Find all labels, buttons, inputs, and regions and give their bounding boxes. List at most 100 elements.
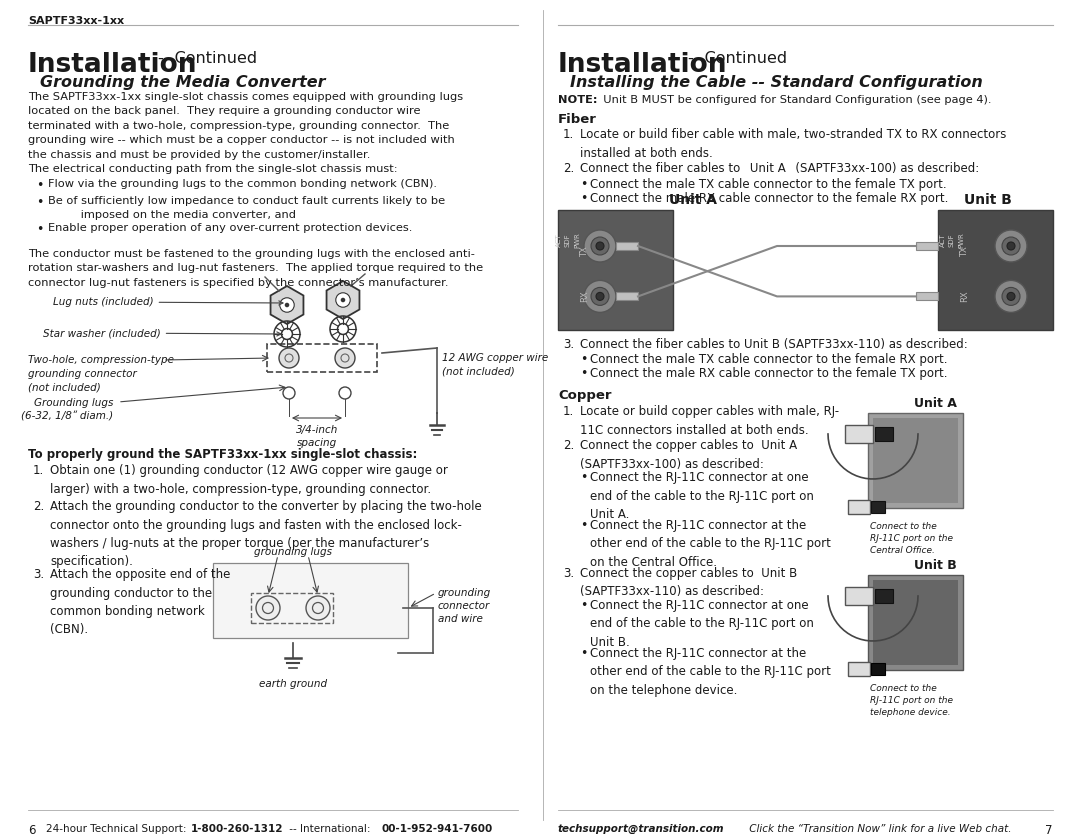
Text: •: • bbox=[36, 179, 43, 192]
Text: •: • bbox=[580, 367, 588, 380]
Circle shape bbox=[280, 298, 294, 312]
Text: Copper: Copper bbox=[558, 389, 611, 402]
Text: Unit B MUST be configured for Standard Configuration (see page 4).: Unit B MUST be configured for Standard C… bbox=[596, 95, 991, 105]
Text: Enable proper operation of any over-current protection devices.: Enable proper operation of any over-curr… bbox=[48, 223, 413, 233]
Text: 3/4-inch
spacing: 3/4-inch spacing bbox=[296, 425, 338, 448]
Circle shape bbox=[340, 298, 346, 302]
Polygon shape bbox=[271, 286, 303, 324]
Text: Connect the fiber cables to Unit B (SAPTF33xx-110) as described:: Connect the fiber cables to Unit B (SAPT… bbox=[580, 338, 968, 351]
Text: Unit A: Unit A bbox=[669, 193, 717, 207]
Text: •: • bbox=[580, 471, 588, 484]
Text: NOTE:: NOTE: bbox=[558, 95, 597, 105]
Text: Lug nuts (included): Lug nuts (included) bbox=[53, 297, 283, 307]
Text: To properly ground the SAPTF33xx-1xx single-slot chassis:: To properly ground the SAPTF33xx-1xx sin… bbox=[28, 448, 417, 461]
Text: 3.: 3. bbox=[563, 567, 575, 580]
Text: 3.: 3. bbox=[563, 338, 575, 351]
Circle shape bbox=[306, 596, 330, 620]
Text: 12 AWG copper wire
(not included): 12 AWG copper wire (not included) bbox=[442, 353, 549, 376]
Circle shape bbox=[596, 293, 604, 300]
Text: Connect the RJ-11C connector at the
other end of the cable to the RJ-11C port
on: Connect the RJ-11C connector at the othe… bbox=[590, 647, 831, 697]
Text: RX: RX bbox=[580, 290, 589, 302]
Text: Installation: Installation bbox=[558, 52, 728, 78]
Text: Two-hole, compression-type
grounding connector
(not included): Two-hole, compression-type grounding con… bbox=[28, 355, 174, 392]
Bar bbox=[267, 344, 377, 372]
Circle shape bbox=[596, 242, 604, 250]
Text: Installation: Installation bbox=[28, 52, 198, 78]
Text: 1.: 1. bbox=[33, 464, 44, 477]
Text: Connect to the
RJ-11C port on the
telephone device.: Connect to the RJ-11C port on the teleph… bbox=[870, 684, 953, 716]
Text: Connect the male RX cable connector to the female TX port.: Connect the male RX cable connector to t… bbox=[590, 367, 947, 380]
Text: 6: 6 bbox=[28, 824, 36, 834]
Bar bbox=[916, 242, 939, 250]
Bar bbox=[870, 663, 885, 675]
Circle shape bbox=[279, 348, 299, 368]
Bar bbox=[213, 563, 408, 638]
Text: Obtain one (1) grounding conductor (12 AWG copper wire gauge or
larger) with a t: Obtain one (1) grounding conductor (12 A… bbox=[50, 464, 448, 495]
Text: grounding
connector
and wire: grounding connector and wire bbox=[438, 588, 491, 625]
Text: •: • bbox=[580, 192, 588, 205]
Text: 7: 7 bbox=[1045, 824, 1053, 834]
Bar bbox=[845, 425, 873, 443]
Bar bbox=[870, 501, 885, 513]
Text: Unit B: Unit B bbox=[964, 193, 1012, 207]
Text: TX: TX bbox=[960, 247, 969, 258]
Circle shape bbox=[584, 230, 616, 262]
Text: -- Continued: -- Continued bbox=[158, 51, 257, 66]
Text: TX: TX bbox=[580, 247, 589, 258]
Text: Connect the fiber cables to  Unit A  (SAPTF33xx-100) as described:: Connect the fiber cables to Unit A (SAPT… bbox=[580, 162, 980, 175]
Text: •: • bbox=[580, 178, 588, 191]
Text: The electrical conducting path from the single-slot chassis must:: The electrical conducting path from the … bbox=[28, 164, 397, 174]
Text: 2.: 2. bbox=[563, 439, 575, 452]
Circle shape bbox=[285, 303, 289, 307]
Text: •: • bbox=[580, 353, 588, 366]
Text: Locate or build copper cables with male, RJ-
11C connectors installed at both en: Locate or build copper cables with male,… bbox=[580, 405, 839, 436]
Text: •: • bbox=[36, 223, 43, 236]
Bar bbox=[873, 418, 958, 503]
Text: •: • bbox=[580, 647, 588, 660]
Text: 1-800-260-1312: 1-800-260-1312 bbox=[191, 824, 283, 834]
Circle shape bbox=[256, 596, 280, 620]
Bar bbox=[868, 413, 963, 508]
Bar bbox=[251, 593, 333, 623]
Circle shape bbox=[336, 293, 350, 307]
Text: 3.: 3. bbox=[33, 568, 44, 581]
Text: Connect the copper cables to  Unit A
(SAPTF33xx-100) as described:: Connect the copper cables to Unit A (SAP… bbox=[580, 439, 797, 470]
Text: 1.: 1. bbox=[563, 128, 575, 141]
Text: Connect the copper cables to  Unit B
(SAPTF33xx-110) as described:: Connect the copper cables to Unit B (SAP… bbox=[580, 567, 797, 599]
Text: Connect to the
RJ-11C port on the
Central Office.: Connect to the RJ-11C port on the Centra… bbox=[870, 522, 953, 555]
Circle shape bbox=[1007, 242, 1015, 250]
Circle shape bbox=[1007, 293, 1015, 300]
Circle shape bbox=[1002, 237, 1020, 255]
Bar bbox=[616, 293, 638, 300]
Circle shape bbox=[591, 288, 609, 305]
Text: Flow via the grounding lugs to the common bonding network (CBN).: Flow via the grounding lugs to the commo… bbox=[48, 179, 437, 189]
Text: Connect the male TX cable connector to the female RX port.: Connect the male TX cable connector to t… bbox=[590, 353, 947, 366]
Text: Attach the grounding conductor to the converter by placing the two-hole
connecto: Attach the grounding conductor to the co… bbox=[50, 500, 482, 569]
Text: Star washer (included): Star washer (included) bbox=[43, 328, 281, 338]
Bar bbox=[848, 500, 870, 514]
Text: -- Continued: -- Continued bbox=[688, 51, 787, 66]
Text: -- International:: -- International: bbox=[286, 824, 374, 834]
Bar bbox=[558, 210, 673, 330]
Text: earth ground: earth ground bbox=[259, 679, 327, 689]
Text: Grounding lugs
(6-32, 1/8ʺ diam.): Grounding lugs (6-32, 1/8ʺ diam.) bbox=[21, 398, 113, 421]
Text: Unit A: Unit A bbox=[914, 397, 957, 410]
Circle shape bbox=[584, 280, 616, 313]
Circle shape bbox=[1002, 288, 1020, 305]
Bar bbox=[875, 427, 893, 441]
Text: Connect the RJ-11C connector at one
end of the cable to the RJ-11C port on
Unit : Connect the RJ-11C connector at one end … bbox=[590, 471, 814, 521]
Text: •: • bbox=[580, 599, 588, 612]
Text: RX: RX bbox=[960, 290, 969, 302]
Bar bbox=[616, 242, 638, 250]
Text: Be of sufficiently low impedance to conduct fault currents likely to be
        : Be of sufficiently low impedance to cond… bbox=[48, 196, 445, 220]
Text: 1.: 1. bbox=[563, 405, 575, 418]
Text: ACT
SDF
PWR: ACT SDF PWR bbox=[940, 232, 964, 248]
Text: Connect the male RX cable connector to the female RX port.: Connect the male RX cable connector to t… bbox=[590, 192, 948, 205]
Text: SAPTF33xx-1xx: SAPTF33xx-1xx bbox=[28, 16, 124, 26]
Text: Click the “Transition Now” link for a live Web chat.: Click the “Transition Now” link for a li… bbox=[733, 824, 1012, 834]
Bar bbox=[848, 662, 870, 676]
Text: Grounding the Media Converter: Grounding the Media Converter bbox=[40, 75, 325, 90]
Text: Locate or build fiber cable with male, two-stranded TX to RX connectors
installe: Locate or build fiber cable with male, t… bbox=[580, 128, 1007, 159]
Text: Fiber: Fiber bbox=[558, 113, 597, 126]
Circle shape bbox=[591, 237, 609, 255]
